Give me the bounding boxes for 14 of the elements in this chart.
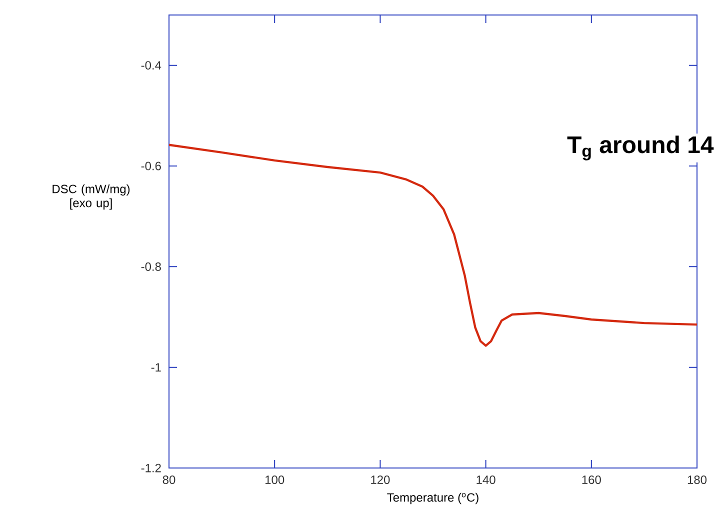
x-axis-title: Temperature ($^{o}$C) [387, 492, 478, 504]
x-tick-label: 140 [476, 476, 496, 484]
y-tick-label: -1.2 [141, 464, 161, 472]
y-axis-title: DSC (mW/mg) [exo up] [52, 184, 130, 210]
x-tick-label: 160 [582, 476, 601, 484]
y-tick-label: -0.8 [141, 262, 161, 271]
x-tick-label: 180 [688, 476, 707, 484]
annotation: T$_{g}$ around 14 [567, 136, 714, 160]
y-tick-label: -1 [151, 363, 161, 372]
x-tick-label: 120 [371, 476, 390, 484]
y-tick-label: -0.6 [141, 162, 161, 170]
y-tick-label: -0.4 [141, 61, 162, 70]
x-tick-label: 100 [266, 476, 284, 484]
x-tick-label: 80 [162, 476, 176, 484]
